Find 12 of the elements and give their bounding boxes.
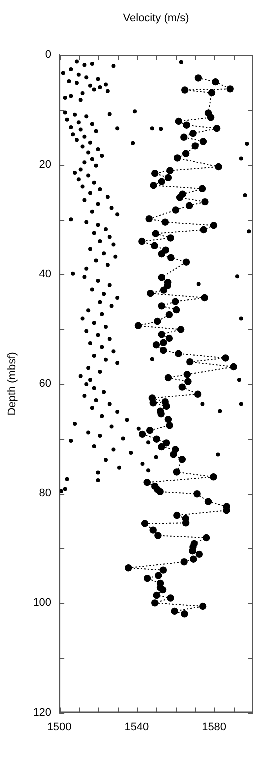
x-tick-label: 1580 (202, 721, 227, 734)
y-tick-label: 100 (33, 597, 52, 610)
y-axis-title: Depth (mbsf) (6, 352, 19, 416)
x-tick-label: 1500 (47, 721, 72, 734)
y-tick-label: 80 (39, 488, 52, 500)
x-tick-label: 1540 (124, 721, 150, 734)
y-tick-label: 0 (45, 49, 52, 62)
y-tick-label: 60 (39, 378, 52, 390)
x-axis-title: Velocity (m/s) (123, 12, 190, 25)
y-tick-label: 40 (39, 268, 52, 280)
y-tick-label: 120 (33, 706, 52, 719)
y-tick-label: 20 (39, 158, 52, 171)
